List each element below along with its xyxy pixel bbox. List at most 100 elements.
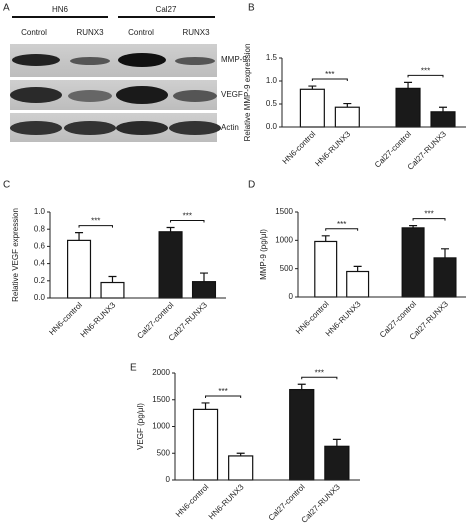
y-tick-label: 1.5 [266, 53, 278, 62]
y-tick-label: 1000 [275, 235, 293, 244]
y-axis-label: Relative VEGF expression [11, 208, 20, 302]
y-tick-label: 500 [157, 448, 171, 457]
y-axis-label: Relative MMP-9 expression [243, 44, 252, 142]
panel-label: C [3, 180, 10, 191]
significance-bracket [412, 218, 446, 221]
lane-label: RUNX3 [76, 28, 104, 37]
blot-band [12, 54, 60, 66]
y-tick-label: 0 [166, 475, 171, 484]
error-bar [236, 452, 245, 456]
error-bar [404, 81, 413, 89]
lane-label: RUNX3 [182, 28, 210, 37]
lane-label: Control [128, 28, 154, 37]
y-tick-label: 1.0 [266, 76, 278, 85]
bar [299, 88, 325, 128]
error-bar [297, 383, 306, 390]
blot-band [116, 86, 168, 104]
significance-bracket [301, 376, 338, 380]
bar [430, 111, 456, 128]
significance-label: *** [337, 220, 346, 229]
error-bar [409, 225, 418, 228]
error-bar [439, 106, 447, 112]
error-bar [166, 226, 175, 232]
significance-label: *** [315, 368, 324, 377]
y-axis-label: MMP-9 (pg/μl) [259, 229, 268, 280]
bar [314, 240, 338, 298]
y-tick-label: 0.4 [34, 259, 46, 268]
y-tick-label: 1500 [275, 207, 293, 216]
significance-bracket [325, 228, 359, 231]
x-tick-label: HN6-RUNX3 [79, 300, 118, 339]
bar [324, 445, 350, 481]
blot-band [10, 87, 62, 103]
blot-band [64, 121, 116, 135]
x-tick-label: HN6-RUNX3 [313, 129, 352, 168]
significance-bracket [170, 219, 205, 223]
bar [228, 455, 254, 481]
blot-band [173, 90, 217, 102]
y-tick-label: 0.0 [34, 293, 46, 302]
error-bar [343, 102, 352, 108]
blot-band [169, 121, 221, 135]
blot-band [10, 121, 62, 135]
error-bar [321, 235, 330, 242]
y-tick-label: 1500 [152, 395, 170, 404]
x-tick-label: HN6-control [174, 482, 211, 519]
blot-band [118, 53, 166, 67]
bar [346, 270, 370, 298]
group-label: HN6 [52, 5, 69, 14]
blot-band [175, 57, 215, 65]
y-tick-label: 0.5 [266, 99, 278, 108]
significance-bracket [78, 225, 113, 228]
y-tick-label: 0.6 [34, 242, 46, 251]
y-tick-label: 500 [280, 264, 294, 273]
error-bar [308, 85, 317, 90]
row-label: Actin [221, 123, 239, 132]
significance-label: *** [325, 70, 334, 79]
bar [191, 281, 217, 299]
panel-label: D [248, 180, 255, 191]
error-bar [201, 402, 210, 410]
group-label: Cal27 [156, 5, 177, 14]
y-tick-label: 0.0 [266, 122, 278, 131]
significance-label: *** [91, 217, 100, 226]
error-bar [353, 265, 362, 272]
error-bar [108, 275, 117, 283]
bar [158, 231, 183, 299]
significance-bracket [407, 74, 444, 78]
error-bar [75, 232, 84, 241]
significance-label: *** [183, 212, 192, 221]
bar [192, 408, 219, 481]
error-bar [200, 272, 208, 282]
bar [289, 388, 315, 481]
x-tick-label: HN6-control [281, 129, 318, 166]
blot-band [116, 121, 168, 135]
blot-band [68, 90, 112, 102]
blot-band [70, 57, 110, 65]
significance-label: *** [218, 387, 227, 396]
bar [395, 87, 421, 128]
panel-label: E [130, 363, 137, 374]
significance-bracket [311, 78, 348, 82]
y-tick-label: 2000 [152, 368, 170, 377]
bar [433, 257, 457, 298]
significance-label: *** [421, 66, 430, 75]
blot-panel: A HN6 Cal27 Control RUNX3 Control RUNX3 … [3, 3, 247, 142]
row-label: VEGF [221, 90, 243, 99]
error-bar [332, 438, 341, 447]
y-tick-label: 0.8 [34, 224, 46, 233]
error-bar [441, 248, 449, 258]
significance-bracket [205, 395, 242, 398]
y-tick-label: 0 [289, 292, 294, 301]
panel-label: A [3, 3, 10, 14]
bar [100, 281, 125, 299]
significance-label: *** [424, 210, 433, 219]
bar [334, 106, 360, 128]
y-tick-label: 1.0 [34, 207, 46, 216]
lane-label: Control [21, 28, 47, 37]
y-tick-label: 1000 [152, 422, 170, 431]
row-label: MMP-9 [221, 55, 247, 64]
y-axis-label: VEGF (pg/μl) [136, 403, 145, 450]
x-tick-label: HN6-RUNX3 [207, 482, 246, 521]
